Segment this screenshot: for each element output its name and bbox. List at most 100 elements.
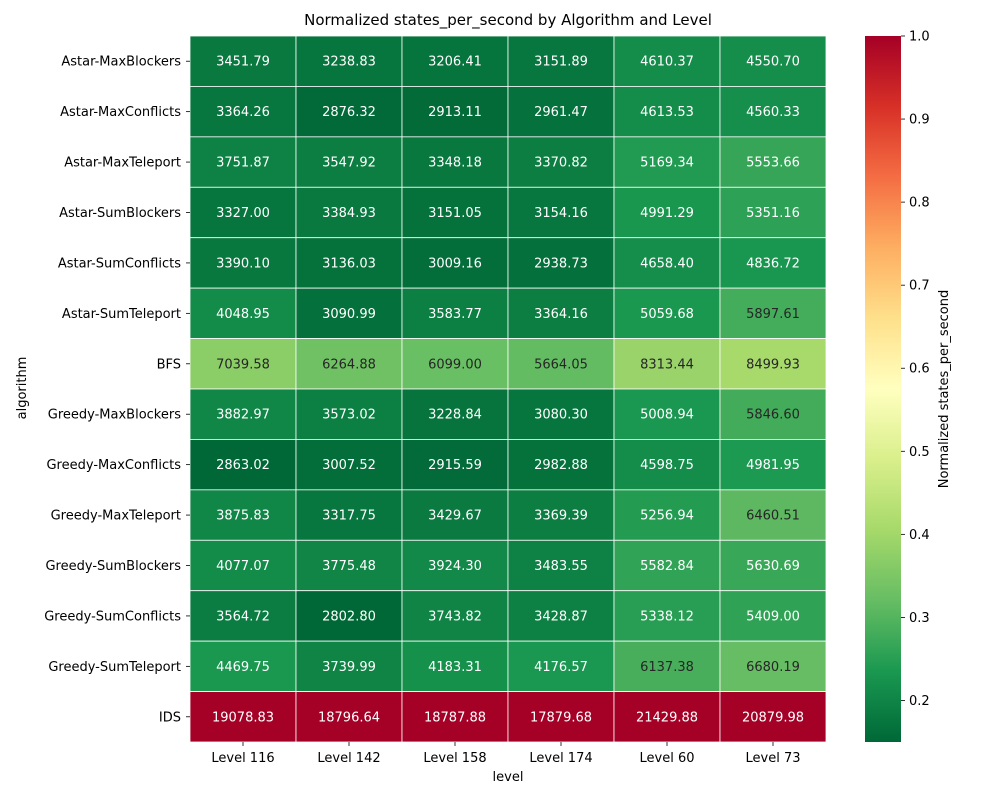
heatmap-cell xyxy=(189,489,297,541)
heatmap-cell xyxy=(295,439,403,491)
cell-value-label: 4550.70 xyxy=(746,55,800,70)
heatmap-cell xyxy=(507,691,615,743)
cell-value-label: 2938.73 xyxy=(534,256,588,271)
cell-value-label: 4613.53 xyxy=(640,105,694,120)
cell-value-label: 18787.88 xyxy=(424,710,486,725)
cell-value-label: 4598.75 xyxy=(640,458,694,473)
cell-value-label: 4610.37 xyxy=(640,55,694,70)
heatmap-cell xyxy=(719,439,827,491)
y-tick-label: Astar-MaxConflicts xyxy=(60,105,181,120)
colorbar-tick-label: 0.7 xyxy=(909,279,930,294)
cell-value-label: 2876.32 xyxy=(322,105,376,120)
y-tick-label: Astar-SumConflicts xyxy=(58,256,181,271)
cell-value-label: 3327.00 xyxy=(216,206,270,221)
cell-value-label: 3151.89 xyxy=(534,55,588,70)
cell-value-label: 5059.68 xyxy=(640,307,694,322)
cell-value-label: 2802.80 xyxy=(322,609,376,624)
cell-value-label: 3007.52 xyxy=(322,458,376,473)
y-tick-label: Greedy-MaxTeleport xyxy=(51,509,181,524)
heatmap-cell xyxy=(401,590,509,642)
colorbar-tick-label: 0.6 xyxy=(909,362,930,377)
colorbar-tick-label: 0.4 xyxy=(909,528,930,543)
heatmap-cell xyxy=(719,237,827,289)
x-tick-label: Level 73 xyxy=(746,751,801,766)
cell-value-label: 5169.34 xyxy=(640,156,694,171)
heatmap-cell xyxy=(295,186,403,239)
heatmap-cell xyxy=(295,640,403,692)
cell-value-label: 3924.30 xyxy=(428,559,482,574)
heatmap-cell xyxy=(401,439,509,491)
cell-value-label: 3547.92 xyxy=(322,156,376,171)
cell-value-label: 2982.88 xyxy=(534,458,588,473)
colorbar-tick-label: 0.5 xyxy=(909,445,930,460)
cell-value-label: 19078.83 xyxy=(212,710,274,725)
y-tick-label: IDS xyxy=(159,710,181,725)
heatmap-cell xyxy=(613,136,721,188)
cell-value-label: 3136.03 xyxy=(322,256,376,271)
heatmap-cell xyxy=(189,35,297,87)
cell-value-label: 3775.48 xyxy=(322,559,376,574)
heatmap-cell xyxy=(613,237,721,289)
cell-value-label: 2915.59 xyxy=(428,458,482,473)
heatmap-cell xyxy=(295,35,403,87)
cell-value-label: 3390.10 xyxy=(216,256,270,271)
y-tick-label: Greedy-SumBlockers xyxy=(45,559,181,574)
heatmap-cell xyxy=(401,640,509,692)
colorbar-tick-label: 0.3 xyxy=(909,611,930,626)
heatmap-cell xyxy=(719,86,827,138)
cell-value-label: 6137.38 xyxy=(640,660,694,675)
cell-value-label: 4048.95 xyxy=(216,307,270,322)
cell-value-label: 3369.39 xyxy=(534,509,588,524)
y-axis-label: algorithm xyxy=(15,357,30,420)
cell-value-label: 3080.30 xyxy=(534,408,588,423)
cell-value-label: 5846.60 xyxy=(746,408,800,423)
x-axis-ticks: Level 116 Level 142 Level 158 Level 174 Leve… xyxy=(211,742,801,766)
heatmap-cell xyxy=(719,338,827,390)
cell-value-label: 5409.00 xyxy=(746,609,800,624)
heatmap-cell xyxy=(719,539,827,592)
y-tick-label: Greedy-SumConflicts xyxy=(44,609,181,624)
cell-value-label: 6264.88 xyxy=(322,357,376,372)
heatmap-cell xyxy=(719,640,827,692)
cell-value-label: 5897.61 xyxy=(746,307,800,322)
cell-value-label: 2961.47 xyxy=(534,105,588,120)
x-tick-label: Level 60 xyxy=(640,751,695,766)
heatmap-cell xyxy=(613,388,721,440)
x-tick-label: Level 116 xyxy=(211,751,274,766)
heatmap-cell xyxy=(295,590,403,642)
cell-value-label: 8313.44 xyxy=(640,357,694,372)
cell-value-label: 20879.98 xyxy=(742,710,804,725)
cell-value-label: 4183.31 xyxy=(428,660,482,675)
cell-value-label: 3483.55 xyxy=(534,559,588,574)
cell-value-label: 5664.05 xyxy=(534,357,588,372)
heatmap-cell xyxy=(613,186,721,239)
cell-value-label: 4176.57 xyxy=(534,660,588,675)
heatmap-cell xyxy=(189,136,297,188)
x-axis-label: level xyxy=(493,770,524,785)
heatmap-cell xyxy=(189,338,297,390)
heatmap-cell xyxy=(507,590,615,642)
heatmap-cell xyxy=(507,186,615,239)
cell-value-label: 3238.83 xyxy=(322,55,376,70)
heatmap-cell xyxy=(401,489,509,541)
heatmap-cell xyxy=(189,287,297,339)
colorbar-label: Normalized states_per_second xyxy=(937,290,952,489)
heatmap-cell xyxy=(189,691,297,743)
heatmap-cell xyxy=(189,640,297,692)
heatmap-cell xyxy=(295,136,403,188)
colorbar-tick-label: 0.8 xyxy=(909,196,930,211)
cell-value-label: 4658.40 xyxy=(640,256,694,271)
cell-value-label: 17879.68 xyxy=(530,710,592,725)
cell-value-label: 5008.94 xyxy=(640,408,694,423)
cell-value-label: 4560.33 xyxy=(746,105,800,120)
heatmap-cell xyxy=(401,338,509,390)
y-tick-label: Greedy-SumTeleport xyxy=(48,660,181,675)
cell-value-label: 3882.97 xyxy=(216,408,270,423)
cell-value-label: 3364.16 xyxy=(534,307,588,322)
heatmap-cell xyxy=(613,489,721,541)
y-tick-label: Astar-MaxTeleport xyxy=(64,156,181,171)
cell-value-label: 3317.75 xyxy=(322,509,376,524)
heatmap-cell xyxy=(719,136,827,188)
x-tick-label: Level 158 xyxy=(423,751,486,766)
